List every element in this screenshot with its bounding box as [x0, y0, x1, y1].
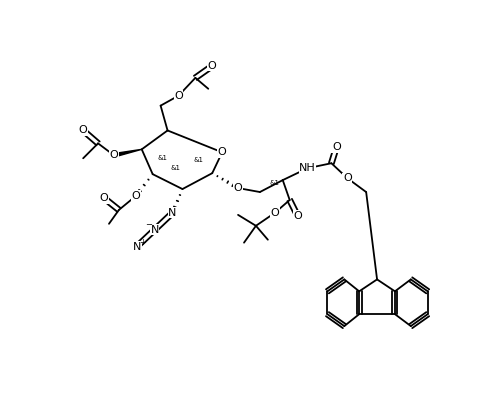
- Text: O: O: [218, 147, 227, 157]
- Text: O: O: [132, 191, 140, 201]
- Polygon shape: [113, 149, 142, 157]
- Text: O: O: [208, 61, 216, 71]
- Text: &1: &1: [158, 155, 168, 161]
- Text: &1: &1: [171, 165, 180, 171]
- Text: O: O: [109, 150, 118, 160]
- Text: O: O: [100, 193, 108, 203]
- Text: N: N: [133, 242, 141, 252]
- Text: NH: NH: [299, 163, 316, 173]
- Text: +: +: [140, 238, 146, 247]
- Text: O: O: [174, 91, 183, 101]
- Text: &1: &1: [193, 157, 203, 163]
- Text: O: O: [234, 183, 243, 193]
- Text: O: O: [343, 173, 352, 183]
- Text: −: −: [145, 220, 152, 229]
- Text: O: O: [79, 125, 88, 136]
- Text: O: O: [271, 208, 279, 218]
- Text: N: N: [168, 208, 176, 218]
- Text: O: O: [332, 142, 341, 152]
- Text: O: O: [293, 211, 302, 221]
- Text: &1: &1: [270, 180, 280, 186]
- Text: N: N: [150, 225, 159, 235]
